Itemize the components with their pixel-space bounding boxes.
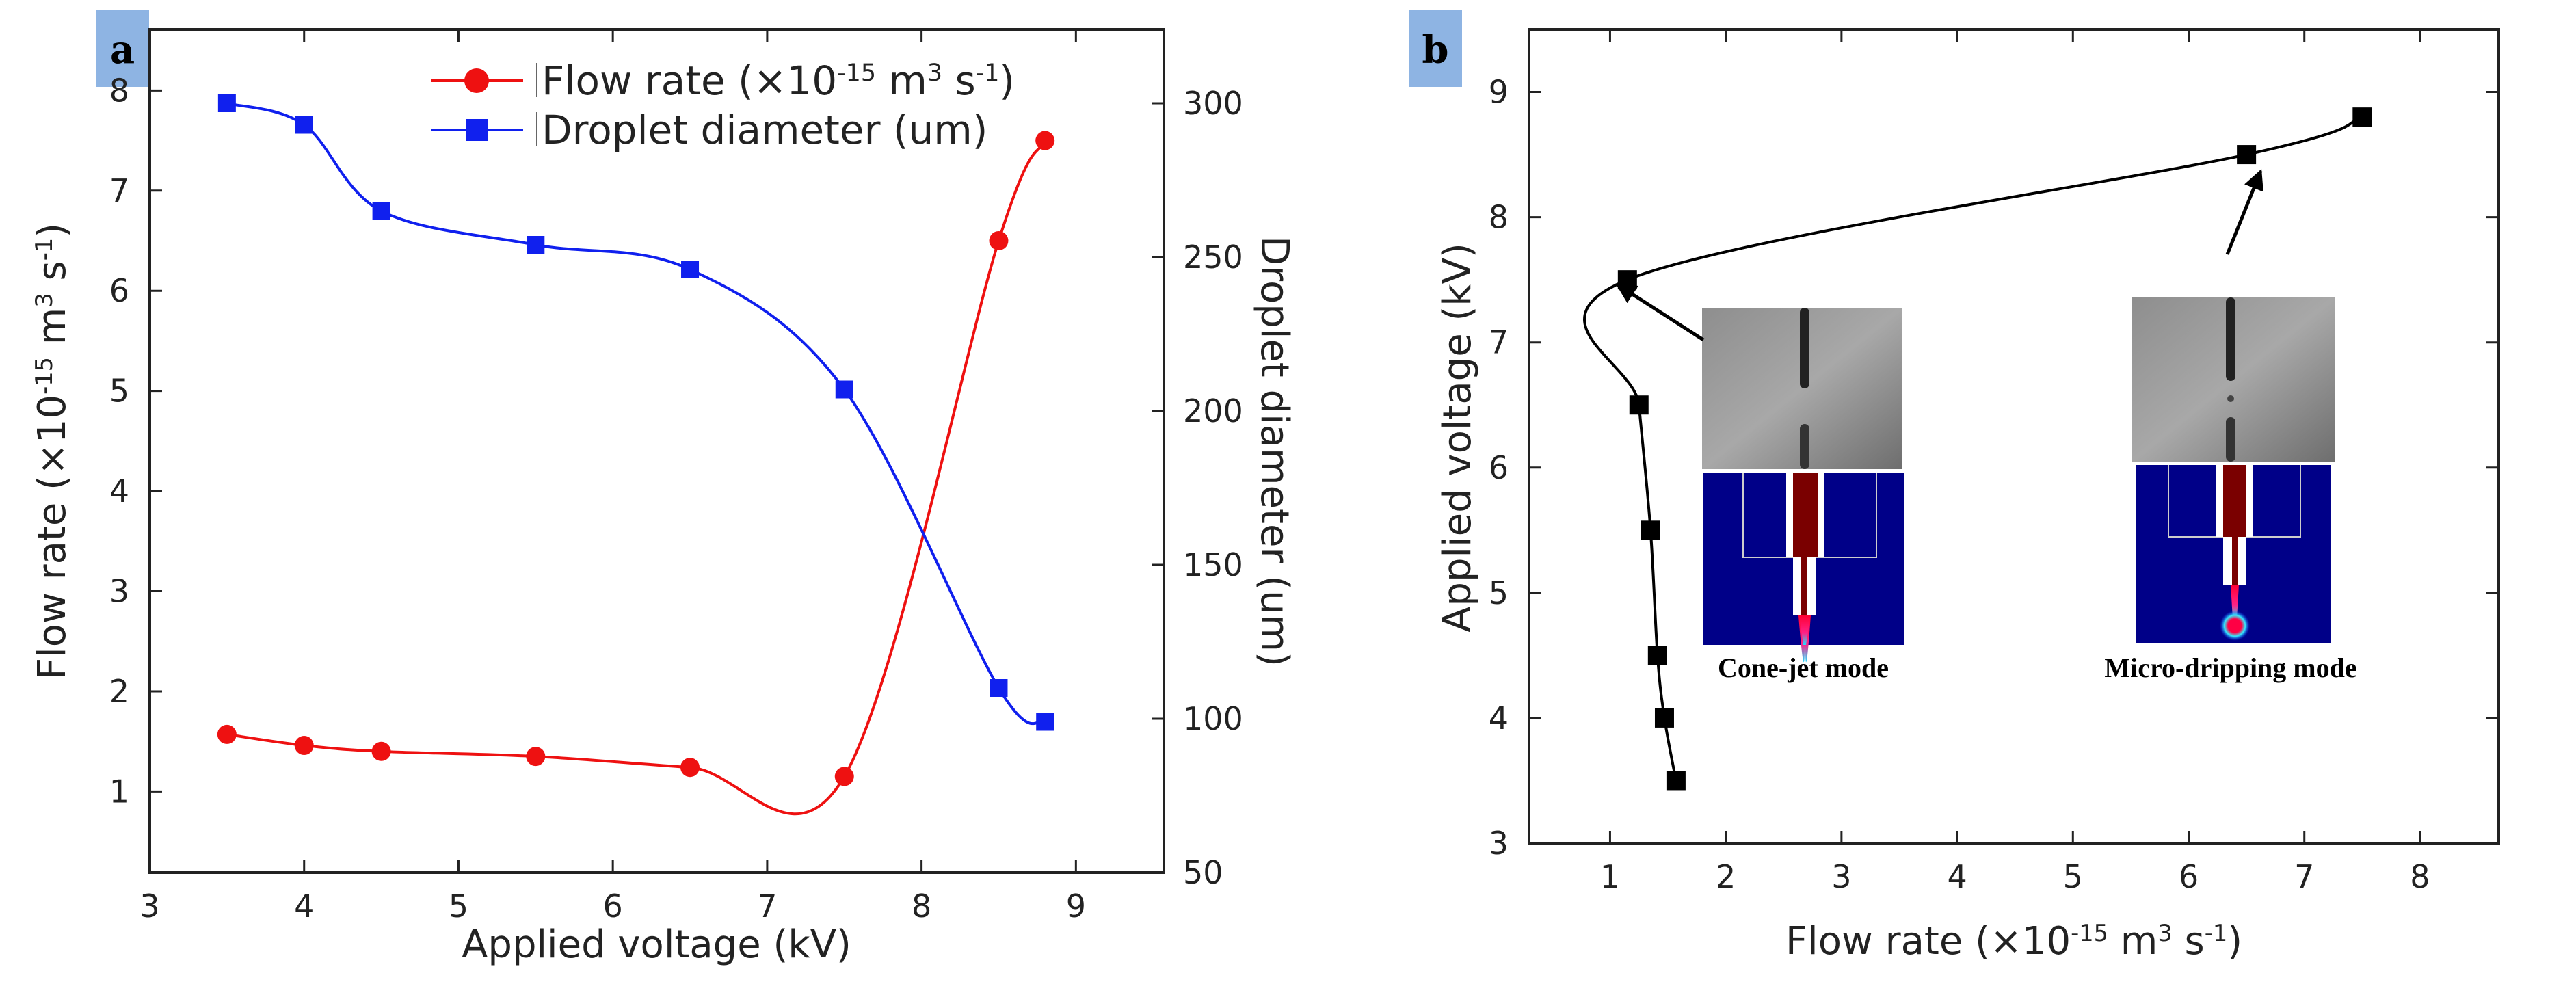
micro-dripping-inset: Micro-dripping mode bbox=[2104, 297, 2357, 683]
legend-flow-label: Flow rate (×10-15 m3 s-1) bbox=[542, 57, 1015, 104]
diameter-point bbox=[835, 380, 853, 399]
cone-jet-arrow bbox=[1615, 282, 1705, 342]
micro-dripping-arrow bbox=[2225, 169, 2263, 255]
panel-b-badge bbox=[1409, 10, 1462, 87]
cone-jet-label: Cone-jet mode bbox=[1718, 652, 1889, 683]
panel-a-chart: a 3 4 5 6 7 8 9 1 2 3 4 5 6 7 8 50 100 150 200 250 300 Appli… bbox=[30, 10, 1297, 967]
panel-a-ylabel: Flow rate (×10-15 m3 s-1) bbox=[30, 223, 75, 680]
diameter-point bbox=[681, 261, 700, 278]
x-tick-label: 8 bbox=[2410, 858, 2430, 895]
panel-b-letter: b bbox=[1422, 27, 1448, 72]
flow-rate-point bbox=[1035, 131, 1055, 150]
legend-flow-marker bbox=[464, 68, 489, 93]
panel-b-xlabel: Flow rate (×10-15 m3 s-1) bbox=[1785, 919, 2242, 964]
legend-diameter-marker bbox=[466, 119, 488, 141]
y2-tick-label: 50 bbox=[1183, 854, 1223, 891]
diameter-point bbox=[990, 679, 1008, 697]
x-tick-label: 5 bbox=[2063, 858, 2083, 895]
y-tick-label: 5 bbox=[1489, 574, 1509, 611]
diameter-point bbox=[295, 116, 313, 134]
legend-diameter-label: Droplet diameter (um) bbox=[542, 107, 987, 153]
y-tick-label: 6 bbox=[109, 272, 129, 309]
y2-tick-label: 100 bbox=[1183, 700, 1243, 737]
panel-b-chart: b 1 2 3 4 5 6 7 8 3 4 5 6 7 8 9 Cone-jet mode bbox=[1409, 10, 2500, 964]
x-tick-label: 7 bbox=[757, 888, 777, 925]
y-tick-label: 3 bbox=[1489, 825, 1509, 862]
flow-voltage-point bbox=[1617, 270, 1637, 290]
diameter-point bbox=[527, 236, 545, 254]
panel-a-axes-frame bbox=[148, 28, 1165, 874]
y2-tick-label: 250 bbox=[1183, 239, 1243, 276]
flow-rate-point bbox=[526, 747, 546, 767]
flow-voltage-point bbox=[1641, 520, 1660, 540]
flow-rate-point bbox=[834, 767, 854, 786]
flow-rate-point bbox=[371, 741, 391, 761]
panel-b-ylabel: Applied voltage (kV) bbox=[1435, 243, 1480, 633]
y-tick-label: 1 bbox=[109, 773, 129, 810]
x-tick-label: 5 bbox=[449, 888, 468, 925]
x-tick-label: 1 bbox=[1600, 858, 1620, 895]
y2-tick-label: 300 bbox=[1183, 85, 1243, 122]
flow-voltage-line bbox=[1583, 116, 2363, 781]
x-tick-label: 3 bbox=[1831, 858, 1851, 895]
diameter-point bbox=[1036, 713, 1054, 731]
y-tick-label: 7 bbox=[1489, 324, 1509, 361]
flow-rate-point bbox=[294, 736, 314, 756]
x-tick-label: 9 bbox=[1066, 888, 1086, 925]
y-tick-label: 6 bbox=[1489, 449, 1509, 486]
y-tick-label: 5 bbox=[109, 373, 129, 410]
diameter-point bbox=[217, 94, 236, 112]
diameter-line bbox=[226, 102, 1046, 726]
panel-a-badge bbox=[96, 10, 149, 87]
cone-jet-inset: Cone-jet mode bbox=[1702, 308, 1904, 683]
flow-rate-line bbox=[226, 140, 1047, 816]
y-tick-label: 3 bbox=[109, 573, 129, 610]
x-tick-label: 7 bbox=[2294, 858, 2314, 895]
flow-voltage-point bbox=[1629, 395, 1649, 415]
micro-dripping-label: Micro-dripping mode bbox=[2104, 652, 2356, 683]
diameter-point bbox=[372, 202, 390, 220]
y-tick-label: 8 bbox=[109, 72, 129, 109]
y2-tick-label: 200 bbox=[1183, 393, 1243, 429]
panel-a-y2label: Droplet diameter (um) bbox=[1252, 236, 1297, 667]
x-tick-label: 3 bbox=[140, 888, 159, 925]
flow-voltage-point bbox=[1654, 708, 1674, 728]
y-tick-label: 8 bbox=[1489, 199, 1509, 236]
flow-rate-point bbox=[989, 230, 1009, 250]
panel-b-axes-frame bbox=[1528, 28, 2500, 845]
flow-voltage-point bbox=[2352, 107, 2372, 127]
flow-rate-point bbox=[217, 724, 237, 744]
y-tick-label: 9 bbox=[1489, 74, 1509, 111]
y-tick-label: 4 bbox=[109, 473, 129, 509]
x-tick-label: 4 bbox=[294, 888, 314, 925]
y-tick-label: 2 bbox=[109, 673, 129, 710]
x-tick-label: 6 bbox=[603, 888, 623, 925]
flow-voltage-point bbox=[1647, 646, 1667, 665]
y-tick-label: 4 bbox=[1489, 700, 1509, 736]
flow-voltage-point bbox=[1666, 771, 1686, 791]
flow-rate-point bbox=[680, 758, 700, 778]
flow-voltage-point bbox=[2237, 145, 2257, 165]
panel-a-legend: Flow rate (×10-15 m3 s-1) Droplet diamet… bbox=[431, 57, 1015, 153]
x-tick-label: 2 bbox=[1716, 858, 1736, 895]
y2-tick-label: 150 bbox=[1183, 546, 1243, 583]
x-tick-label: 4 bbox=[1947, 858, 1967, 895]
panel-a-letter: a bbox=[110, 27, 135, 72]
panel-a-xlabel: Applied voltage (kV) bbox=[462, 923, 851, 967]
x-tick-label: 6 bbox=[2179, 858, 2199, 895]
x-tick-label: 8 bbox=[912, 888, 931, 925]
y-tick-label: 7 bbox=[109, 172, 129, 209]
